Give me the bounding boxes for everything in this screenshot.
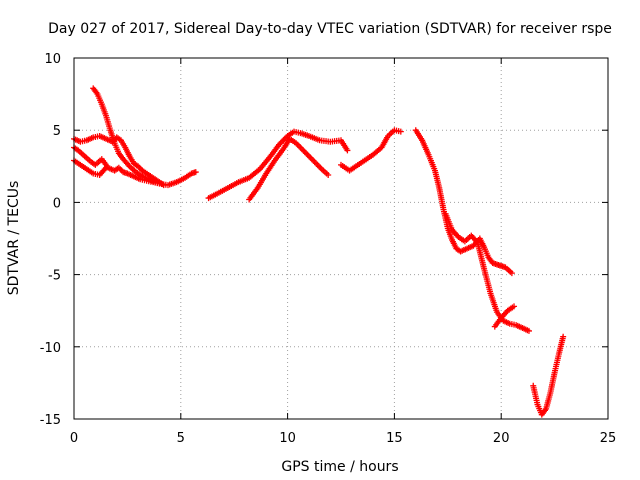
x-tick-label: 0 (70, 431, 78, 446)
x-tick-label: 15 (386, 431, 403, 446)
data-point (315, 163, 322, 170)
chart-title: Day 027 of 2017, Sidereal Day-to-day VTE… (48, 21, 612, 37)
series-arc-k (530, 333, 567, 418)
series-arc-g (338, 127, 404, 174)
data-point (103, 164, 110, 171)
series-arc-e (205, 128, 351, 202)
data-point (313, 160, 320, 167)
series-arc-h (412, 127, 515, 277)
data-point (525, 327, 532, 334)
series-arc-c (90, 85, 165, 187)
data-point (301, 148, 308, 155)
data-point (117, 166, 124, 173)
data-point (314, 161, 321, 168)
series-arc-f (246, 135, 332, 203)
axis-ticks: 0 5 10 15 20 25 -15 -10 -5 0 5 10 (40, 52, 617, 446)
data-point (308, 156, 315, 163)
data-point (303, 150, 310, 157)
data-point (311, 158, 318, 165)
data-point (397, 128, 404, 135)
y-tick-label: -5 (48, 269, 61, 284)
y-tick-label: 0 (53, 196, 61, 211)
x-tick-label: 5 (177, 431, 185, 446)
data-point (300, 147, 307, 154)
data-series (71, 85, 567, 418)
data-point (325, 171, 332, 178)
grid-lines (74, 58, 608, 419)
series-arc-d (71, 157, 110, 178)
data-point (305, 153, 312, 160)
x-tick-label: 10 (279, 431, 296, 446)
data-point (317, 164, 324, 171)
series-arc-i (442, 210, 532, 334)
x-tick-label: 25 (600, 431, 617, 446)
data-point (158, 180, 165, 187)
data-point (295, 143, 302, 150)
data-point (508, 270, 515, 277)
data-point (307, 154, 314, 161)
data-point (304, 151, 311, 158)
y-tick-label: 10 (44, 52, 61, 67)
x-axis-label: GPS time / hours (281, 459, 398, 475)
y-tick-label: -10 (40, 341, 61, 356)
data-point (310, 157, 317, 164)
y-tick-label: 5 (53, 124, 61, 139)
plot-border (73, 57, 609, 420)
series-arc-j (491, 303, 518, 330)
data-point (297, 144, 304, 151)
x-tick-label: 20 (493, 431, 510, 446)
data-point (298, 145, 305, 152)
data-point (511, 303, 518, 310)
data-point (192, 169, 199, 176)
y-tick-label: -15 (40, 413, 61, 428)
data-point (344, 147, 351, 154)
data-point (560, 333, 567, 340)
y-axis-label: SDTVAR / TECUs (6, 181, 22, 296)
